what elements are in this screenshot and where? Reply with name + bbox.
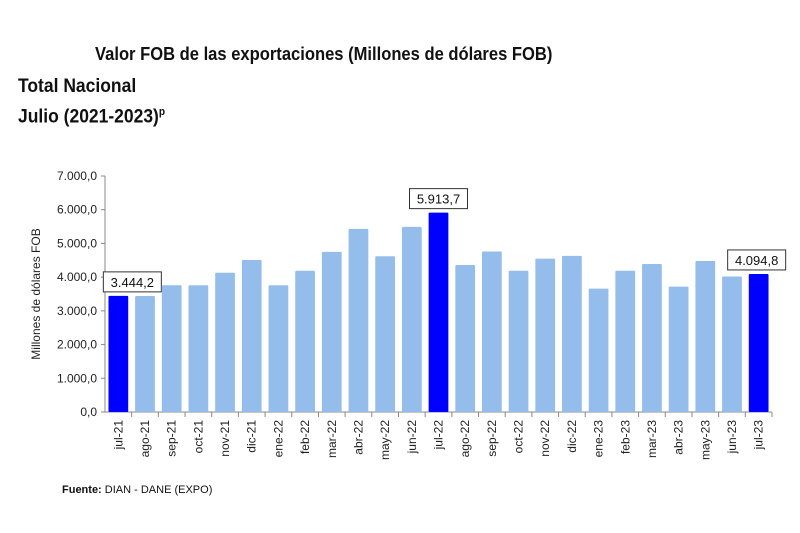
bar-ago-21	[135, 296, 155, 412]
data-label: 3.444,2	[111, 275, 154, 290]
x-tick-label: mar-22	[325, 420, 339, 458]
x-tick-label: feb-23	[618, 420, 632, 454]
data-label: 5.913,7	[417, 192, 460, 207]
x-tick-label: jul-21	[111, 420, 125, 451]
y-tick-label: 6.000,0	[57, 203, 97, 217]
x-tick-label: ago-22	[458, 420, 472, 458]
x-tick-label: oct-21	[191, 420, 205, 454]
x-tick-label: may-22	[378, 420, 392, 460]
data-label-box	[102, 271, 162, 293]
bar-jul-22	[428, 212, 449, 412]
chart-title: Valor FOB de las exportaciones (Millones…	[95, 44, 553, 64]
chart-subtitle-region: Total Nacional	[18, 76, 137, 97]
y-tick-label: 3.000,0	[57, 304, 97, 318]
bar-feb-22	[295, 270, 315, 412]
chart-subtitle-period: Julio (2021-2023)p	[18, 106, 165, 128]
bar-abr-22	[348, 228, 369, 412]
x-tick-label: ene-23	[592, 420, 606, 458]
data-label-box	[409, 188, 468, 210]
bar-jun-23	[722, 276, 742, 412]
bar-ago-22	[455, 265, 476, 412]
x-tick-label: oct-22	[512, 420, 526, 454]
bar-may-22	[375, 256, 396, 412]
x-tick-label: sep-22	[485, 420, 499, 457]
bar-jun-22	[401, 226, 422, 412]
bar-feb-23	[615, 270, 636, 412]
bar-ene-22	[268, 285, 289, 412]
y-tick-label: 2.000,0	[57, 338, 97, 352]
x-tick-label: feb-22	[298, 420, 312, 454]
x-tick-label: may-23	[698, 420, 712, 460]
bar-ene-23	[588, 288, 609, 412]
x-tick-label: ene-22	[271, 420, 285, 458]
bar-abr-23	[668, 286, 689, 412]
y-tick-label: 1.000,0	[57, 371, 97, 385]
bar-jul-23	[748, 273, 769, 412]
source-label: Fuente:	[62, 484, 102, 496]
y-tick-label: 5.000,0	[57, 236, 97, 250]
x-tick-label: dic-22	[565, 420, 579, 453]
x-tick-label: dic-21	[245, 420, 259, 453]
x-tick-label: abr-22	[351, 420, 365, 455]
bar-nov-21	[215, 272, 235, 412]
x-tick-label: jun-23	[725, 420, 739, 455]
bar-mar-22	[321, 251, 342, 412]
period-text: Julio (2021-2023)	[18, 106, 159, 128]
bar-may-23	[695, 260, 716, 412]
x-tick-label: jul-22	[432, 420, 446, 451]
bar-nov-22	[535, 258, 556, 412]
y-tick-label: 0,0	[80, 405, 97, 419]
x-tick-label: nov-21	[218, 420, 232, 457]
data-label-box	[727, 249, 787, 271]
y-tick-label: 7.000,0	[57, 169, 97, 183]
x-tick-label: jun-22	[405, 420, 419, 455]
x-tick-label: mar-23	[645, 420, 659, 458]
bar-oct-21	[188, 285, 209, 412]
data-label: 4.094,8	[735, 253, 778, 268]
x-tick-label: abr-23	[672, 420, 686, 455]
bar-jul-21	[108, 295, 129, 412]
x-tick-label: nov-22	[538, 420, 552, 457]
bar-dic-21	[241, 259, 262, 412]
source-note: Fuente: DIAN - DANE (EXPO)	[62, 484, 212, 496]
source-text: DIAN - DANE (EXPO)	[104, 484, 213, 496]
bar-mar-23	[642, 263, 662, 412]
provisional-mark: p	[158, 106, 166, 118]
y-axis-title: Millones de dólares FOB	[29, 228, 43, 359]
bar-sep-21	[161, 285, 182, 412]
bar-oct-22	[508, 270, 529, 412]
y-tick-label: 4.000,0	[57, 270, 97, 284]
bar-dic-22	[562, 255, 582, 412]
x-tick-label: ago-21	[138, 420, 152, 458]
bar-sep-22	[481, 251, 502, 412]
x-tick-label: sep-21	[165, 420, 179, 457]
x-tick-label: jul-23	[752, 420, 766, 451]
